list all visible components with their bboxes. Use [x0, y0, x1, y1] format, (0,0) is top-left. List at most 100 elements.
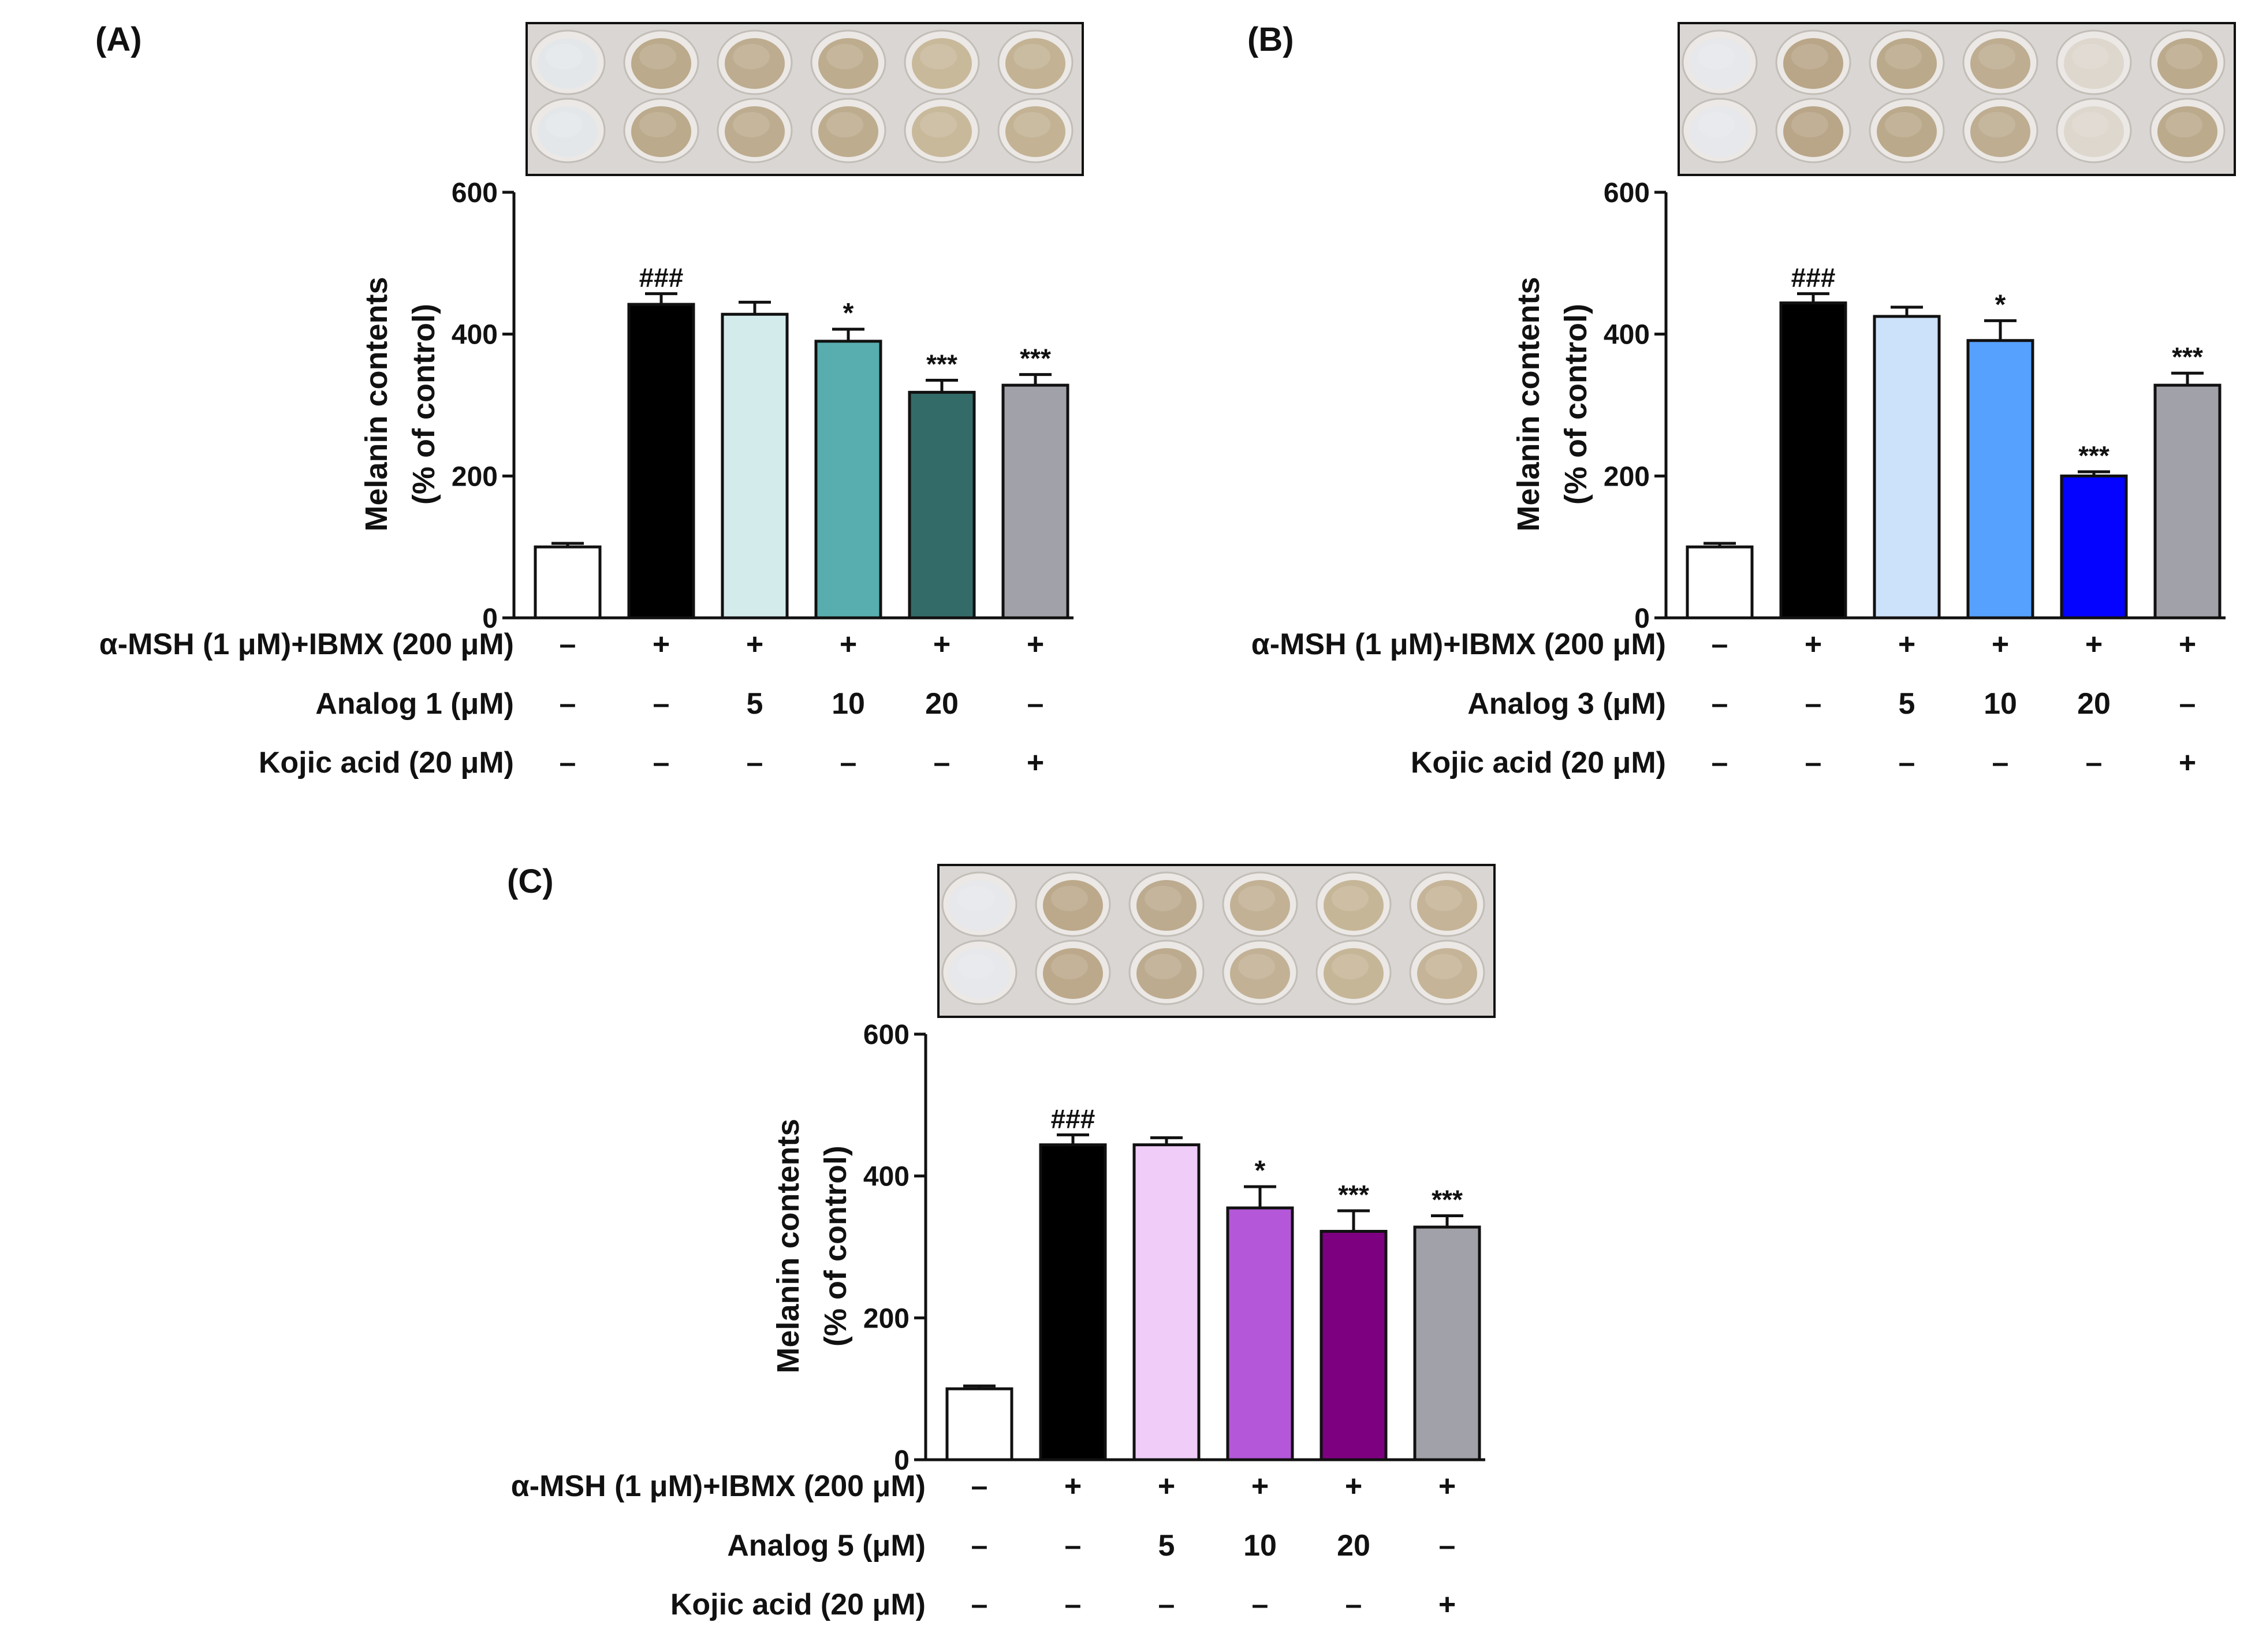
- well-highlight: [1978, 112, 2015, 137]
- well-highlight: [2165, 44, 2202, 69]
- well-highlight: [2165, 112, 2202, 137]
- treatment-cell: +: [1064, 1470, 1082, 1503]
- well-highlight: [546, 112, 583, 137]
- treatment-row-label: α-MSH (1 μM)+IBMX (200 μM): [511, 1470, 926, 1503]
- well-highlight: [1698, 44, 1735, 69]
- y-tick-label: 400: [863, 1162, 910, 1192]
- treatment-row-label: Kojic acid (20 μM): [259, 746, 514, 780]
- well: [2064, 106, 2124, 157]
- well: [2064, 38, 2124, 89]
- y-tick-label: 0: [482, 603, 498, 634]
- y-axis-title: (% of control): [1559, 304, 1593, 505]
- treatment-cell: –: [1252, 1588, 1269, 1621]
- well-highlight: [1145, 954, 1181, 979]
- well: [1005, 38, 1065, 89]
- well: [1043, 880, 1103, 931]
- well: [912, 106, 972, 157]
- y-tick-label: 400: [1604, 320, 1650, 350]
- well: [1877, 106, 1937, 157]
- well: [538, 38, 598, 89]
- y-tick-label: 0: [894, 1445, 910, 1476]
- bar: [908, 390, 976, 620]
- y-axis-title: Melanin contents: [359, 277, 394, 531]
- treatment-row-label: Analog 5 (μM): [727, 1529, 926, 1562]
- well-highlight: [639, 44, 676, 69]
- well: [1690, 106, 1750, 157]
- panel-3: (C) 0 200 400 600 Melanin contents (% of contr…: [507, 863, 1496, 1621]
- treatment-cell: +: [840, 628, 857, 661]
- treatment-cell: –: [653, 687, 670, 721]
- well-highlight: [1238, 954, 1275, 979]
- treatment-cell: 20: [1337, 1529, 1370, 1562]
- treatment-cell: +: [1438, 1588, 1456, 1621]
- treatment-cell: –: [1439, 1529, 1456, 1562]
- y-axis-title: (% of control): [818, 1146, 853, 1347]
- well: [1136, 948, 1197, 999]
- treatment-cell: –: [653, 746, 670, 780]
- treatment-row-label: Kojic acid (20 μM): [1411, 746, 1666, 780]
- treatment-cell: –: [971, 1470, 988, 1503]
- treatment-cell: –: [1805, 746, 1822, 780]
- well-highlight: [1791, 112, 1828, 137]
- treatment-row-label: Kojic acid (20 μM): [670, 1588, 926, 1621]
- treatment-cell: –: [560, 746, 576, 780]
- well: [1690, 38, 1750, 89]
- well-highlight: [1425, 954, 1462, 979]
- significance-label: ###: [639, 263, 684, 293]
- treatment-cell: –: [1712, 687, 1728, 721]
- well: [1324, 880, 1384, 931]
- treatment-cell: –: [971, 1529, 988, 1562]
- well-highlight: [1013, 44, 1050, 69]
- plate-photo-frame: [1678, 22, 2236, 176]
- well: [1230, 948, 1290, 999]
- well: [725, 106, 785, 157]
- treatment-cell: +: [1345, 1470, 1362, 1503]
- panel-1: (A) 0 200 400 600 Melanin contents (% of contr…: [95, 21, 1084, 780]
- well: [2157, 106, 2217, 157]
- treatment-cell: –: [1899, 746, 1915, 780]
- treatment-cell: +: [2179, 746, 2196, 780]
- y-tick-label: 600: [452, 178, 498, 208]
- treatment-cell: +: [1027, 746, 1044, 780]
- well: [1005, 106, 1065, 157]
- significance-label: *: [1995, 289, 2006, 320]
- bar: [1132, 1143, 1201, 1461]
- treatment-cell: –: [1027, 687, 1044, 721]
- treatment-cell: +: [2085, 628, 2103, 661]
- panel-label: (C): [507, 863, 554, 900]
- treatment-cell: 20: [2077, 687, 2111, 721]
- well: [538, 106, 598, 157]
- y-tick-label: 0: [1634, 603, 1650, 634]
- well: [631, 106, 691, 157]
- treatment-cell: –: [1805, 687, 1822, 721]
- bar: [1686, 545, 1754, 620]
- treatment-cell: +: [1898, 628, 1915, 661]
- well: [1417, 880, 1477, 931]
- significance-label: ***: [2078, 441, 2109, 471]
- y-axis-title: (% of control): [407, 304, 441, 505]
- panel-label: (B): [1247, 21, 1294, 58]
- bar: [1039, 1143, 1107, 1461]
- significance-label: *: [1255, 1155, 1266, 1186]
- treatment-cell: +: [1805, 628, 1822, 661]
- significance-label: ***: [1432, 1184, 1463, 1214]
- bar: [1779, 301, 1847, 620]
- y-axis-title: Melanin contents: [771, 1118, 806, 1373]
- panel-2: (B) 0 200 400 600 Melanin contents (% of contr…: [1247, 21, 2236, 780]
- y-tick-label: 600: [863, 1020, 910, 1050]
- treatment-cell: +: [1027, 628, 1044, 661]
- well: [2157, 38, 2217, 89]
- panel-label: (A): [95, 21, 142, 58]
- treatment-cell: –: [840, 746, 857, 780]
- well-highlight: [546, 44, 583, 69]
- treatment-cell: 20: [925, 687, 959, 721]
- well: [949, 880, 1009, 931]
- significance-label: ***: [926, 349, 957, 379]
- treatment-cell: +: [1251, 1470, 1269, 1503]
- well-highlight: [826, 44, 863, 69]
- well-highlight: [1885, 112, 1922, 137]
- well: [1970, 38, 2030, 89]
- plate-photo: [525, 22, 1084, 176]
- treatment-cell: +: [653, 628, 670, 661]
- well: [1783, 106, 1843, 157]
